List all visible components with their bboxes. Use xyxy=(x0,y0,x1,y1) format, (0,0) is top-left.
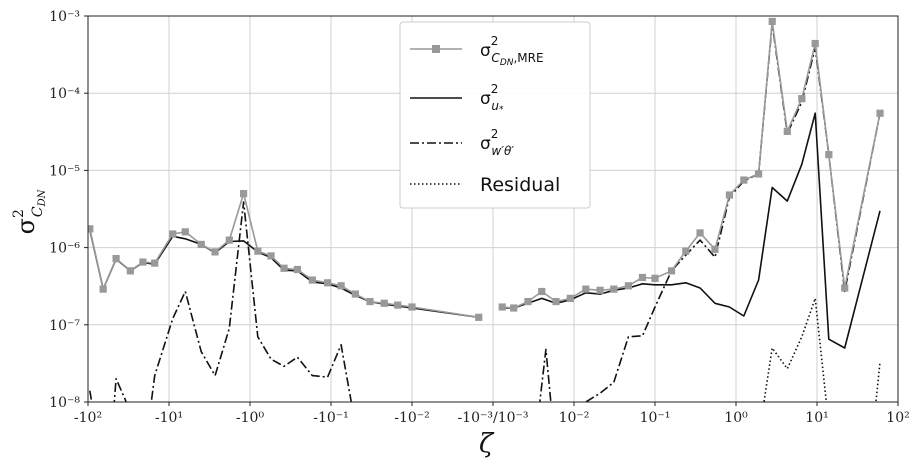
x-tick-label: -10⁻² xyxy=(394,410,430,426)
series-line xyxy=(538,22,881,402)
x-tick-label: -10⁻¹ xyxy=(313,410,349,426)
data-point-marker xyxy=(366,297,374,306)
data-point-marker xyxy=(651,274,659,282)
x-tick-label: 10⁰ xyxy=(724,410,748,426)
data-point-marker xyxy=(725,191,734,199)
data-point-marker xyxy=(524,297,532,306)
x-tick-label: -10¹ xyxy=(155,410,183,426)
data-point-marker xyxy=(112,255,120,263)
data-point-marker xyxy=(151,259,159,267)
data-point-marker xyxy=(667,267,676,275)
x-tick-label: -10⁻³/10⁻³ xyxy=(457,410,528,426)
y-tick-label: 10⁻³ xyxy=(49,9,80,25)
axis-ticks xyxy=(84,15,899,406)
data-point-marker xyxy=(239,190,248,198)
data-point-marker xyxy=(181,228,189,236)
data-point-marker xyxy=(380,299,388,307)
data-point-marker xyxy=(740,176,748,184)
data-point-marker xyxy=(280,264,288,272)
x-tick-label: -10⁰ xyxy=(236,410,265,426)
y-tick-label: 10⁻⁵ xyxy=(49,163,80,179)
data-point-marker xyxy=(394,301,402,309)
data-point-marker xyxy=(211,248,219,256)
x-axis-label: ζ xyxy=(479,429,495,459)
data-point-marker xyxy=(88,225,94,233)
data-point-marker xyxy=(552,297,560,306)
data-point-marker xyxy=(267,252,275,260)
data-point-marker xyxy=(308,276,316,284)
data-point-marker xyxy=(825,151,833,159)
data-point-marker xyxy=(197,240,205,249)
data-point-marker xyxy=(811,39,819,48)
data-point-marker xyxy=(475,313,483,321)
y-tick-label: 10⁻⁸ xyxy=(49,395,80,411)
data-point-marker xyxy=(711,245,719,253)
y-tick-label: 10⁻⁶ xyxy=(49,241,80,257)
data-point-marker xyxy=(783,127,791,136)
data-point-marker xyxy=(169,230,177,238)
data-point-marker xyxy=(408,303,416,311)
data-point-marker xyxy=(624,282,633,290)
data-point-marker xyxy=(293,265,301,274)
series-line xyxy=(89,201,353,402)
data-point-marker xyxy=(99,285,107,293)
data-point-marker xyxy=(596,286,604,294)
x-tick-label: 10² xyxy=(886,410,909,426)
data-point-marker xyxy=(582,285,590,293)
data-point-marker xyxy=(510,304,518,312)
x-tick-label: -10² xyxy=(74,410,102,426)
x-tick-label: 10¹ xyxy=(805,410,828,426)
data-point-marker xyxy=(768,17,776,26)
data-point-marker xyxy=(610,285,618,293)
data-point-marker xyxy=(682,247,690,255)
legend-box xyxy=(399,21,591,209)
data-point-marker xyxy=(638,273,647,282)
data-point-marker xyxy=(254,247,262,255)
legend-label-residual: Residual xyxy=(480,174,560,196)
series-layer xyxy=(88,17,884,402)
data-point-marker xyxy=(337,282,345,290)
data-point-marker xyxy=(351,290,359,298)
data-point-marker xyxy=(798,95,806,103)
x-tick-label: 10⁻² xyxy=(559,410,590,426)
data-point-marker xyxy=(324,279,332,287)
data-point-marker xyxy=(498,303,506,311)
legend: σ2 CDN,MRE σ2 u* σ2 w′θ′ Residual xyxy=(399,21,591,209)
series-group xyxy=(88,17,884,402)
y-tick-label: 10⁻⁴ xyxy=(49,86,80,102)
data-point-marker xyxy=(139,258,147,266)
legend-entry-residual: Residual xyxy=(410,174,560,196)
data-point-marker xyxy=(225,236,233,244)
y-tick-label: 10⁻⁷ xyxy=(49,318,80,334)
data-point-marker xyxy=(126,267,134,275)
data-point-marker xyxy=(538,287,546,296)
data-point-marker xyxy=(696,229,704,237)
x-tick-labels: -10² -10¹ -10⁰ -10⁻¹ -10⁻² -10⁻³/10⁻³ 10⁻² 10⁻¹… xyxy=(74,410,910,426)
data-point-marker xyxy=(876,109,884,117)
y-tick-labels: 10⁻⁸ 10⁻⁷ 10⁻⁶ 10⁻⁵ 10⁻⁴ 10⁻³ xyxy=(49,9,80,411)
data-point-marker xyxy=(566,294,574,302)
data-point-marker xyxy=(754,170,763,178)
x-tick-label: 10⁻¹ xyxy=(640,410,671,426)
data-point-marker xyxy=(841,284,849,292)
grid-lines xyxy=(87,15,899,403)
